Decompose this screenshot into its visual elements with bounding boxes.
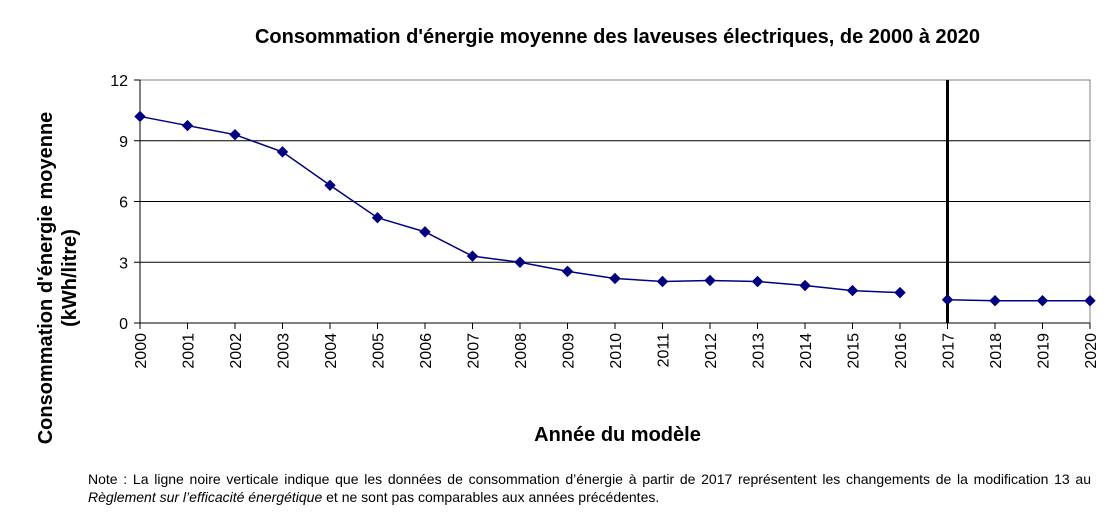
data-point-2018 <box>989 295 1001 307</box>
data-point-2010 <box>609 272 621 285</box>
x-tick-label-2018: 2018 <box>988 333 1005 369</box>
data-point-2020 <box>1084 295 1096 307</box>
x-tick-label-2019: 2019 <box>1036 333 1053 369</box>
data-point-2015 <box>846 284 859 297</box>
x-tick-label-2013: 2013 <box>751 333 768 369</box>
data-point-2008 <box>514 256 526 268</box>
data-point-2002 <box>229 128 241 141</box>
x-tick-label-2005: 2005 <box>371 333 388 369</box>
x-tick-label-2015: 2015 <box>846 333 863 369</box>
footnote-text: Note : La ligne noire verticale indique … <box>88 471 1091 487</box>
x-tick-label-2004: 2004 <box>323 333 340 369</box>
y-tick-label-3: 3 <box>119 255 128 272</box>
data-point-2016 <box>894 286 906 299</box>
x-tick-label-2011: 2011 <box>656 333 673 368</box>
x-tick-label-2012: 2012 <box>703 333 720 369</box>
x-tick-label-2010: 2010 <box>608 333 625 369</box>
y-axis-label-line1: Consommation d'énergie moyenne <box>35 111 57 445</box>
x-tick-label-2000: 2000 <box>133 333 150 369</box>
y-tick-label-0: 0 <box>119 316 128 333</box>
x-tick-label-2014: 2014 <box>798 333 815 369</box>
footnote-regulation-name: Règlement sur l’efficacité énergétique <box>88 489 323 505</box>
x-tick-label-2007: 2007 <box>466 333 483 369</box>
data-point-2009 <box>561 265 574 278</box>
footnote: Note : La ligne noire verticale indique … <box>88 470 1091 506</box>
y-axis-label-line2: (kWh/litre) <box>59 229 81 327</box>
x-tick-label-2009: 2009 <box>561 333 578 369</box>
series-line-2017-2020 <box>947 298 1090 302</box>
x-tick-label-2001: 2001 <box>181 333 198 369</box>
data-point-2003 <box>276 146 289 158</box>
data-point-2019 <box>1036 295 1049 307</box>
x-tick-label-2006: 2006 <box>418 333 435 369</box>
data-point-2005 <box>371 211 384 224</box>
x-tick-label-2016: 2016 <box>893 333 910 369</box>
x-tick-label-2008: 2008 <box>513 333 530 369</box>
plot-area: 0 3 6 9 12 2000 2001 2002 2003 2004 2005 2006 2007 20… <box>110 73 1100 369</box>
footnote-text-end: et ne sont pas comparables aux années pr… <box>322 489 660 505</box>
data-point-2012 <box>704 274 716 287</box>
data-point-2014 <box>799 279 811 292</box>
x-axis-label: Année du modèle <box>534 424 701 446</box>
x-tick-label-2017: 2017 <box>941 333 958 369</box>
data-point-2006 <box>419 226 431 238</box>
y-tick-label-12: 12 <box>110 73 128 90</box>
data-point-2017 <box>941 294 954 306</box>
data-point-2007 <box>466 250 479 262</box>
y-tick-label-9: 9 <box>119 134 128 151</box>
y-tick-label-6: 6 <box>119 195 128 212</box>
data-point-2001 <box>181 119 194 132</box>
data-point-2000 <box>134 110 146 123</box>
data-point-2004 <box>324 179 336 192</box>
data-point-2011 <box>656 275 669 288</box>
x-tick-label-2002: 2002 <box>228 333 245 369</box>
chart-title: Consommation d'énergie moyenne des laveu… <box>254 26 981 48</box>
x-tick-label-2020: 2020 <box>1083 333 1100 369</box>
data-point-2013 <box>751 275 764 288</box>
x-tick-label-2003: 2003 <box>276 333 293 369</box>
